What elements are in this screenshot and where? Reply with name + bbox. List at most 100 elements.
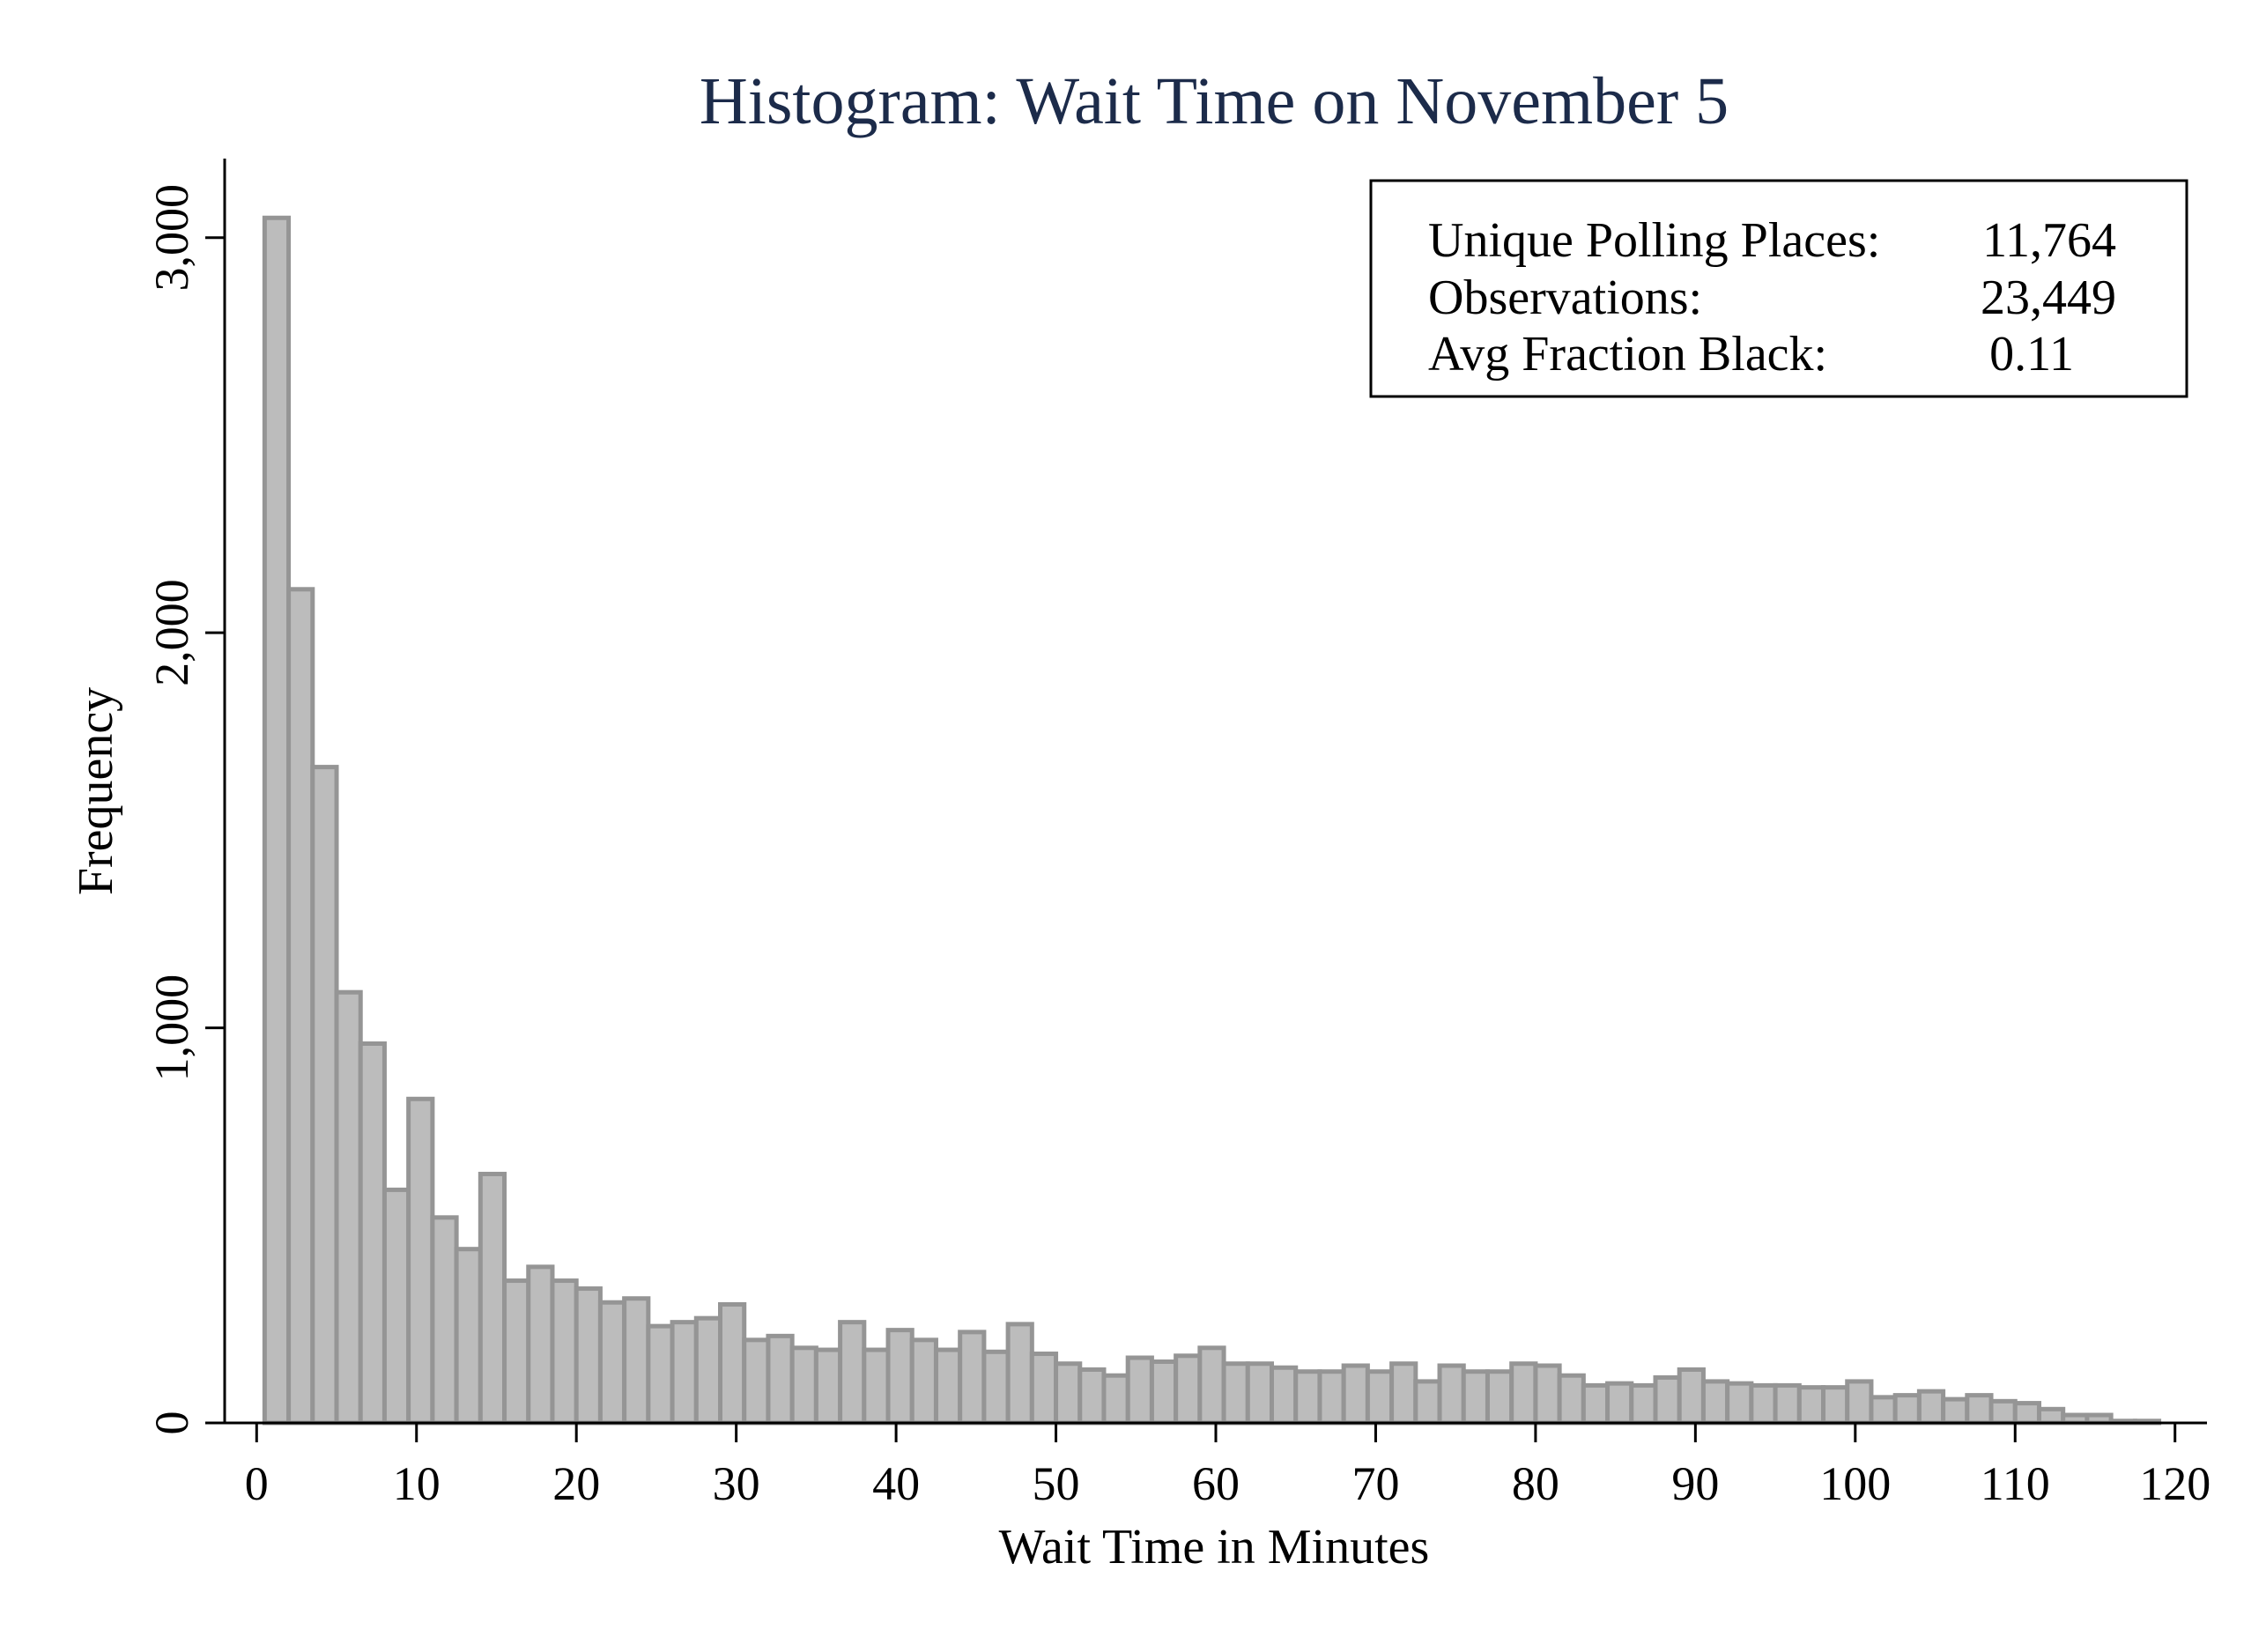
x-tick-label: 70: [1351, 1457, 1399, 1510]
histogram-bar: [1629, 1382, 1658, 1426]
x-tick-label: 0: [245, 1457, 269, 1510]
histogram-bar: [1054, 1361, 1083, 1426]
y-axis-ticks: 0 1,000 2,000 3,000: [145, 184, 225, 1435]
histogram-bar: [310, 765, 339, 1426]
histogram-bar: [1557, 1373, 1586, 1426]
y-tick-label: 0: [145, 1411, 198, 1435]
histogram-bar: [813, 1347, 843, 1426]
histogram-bar: [1293, 1369, 1322, 1426]
histogram-bar: [1365, 1369, 1395, 1426]
x-tick-label: 120: [2139, 1457, 2210, 1510]
x-tick-label: 60: [1192, 1457, 1240, 1510]
histogram-bar: [1916, 1389, 1946, 1426]
histogram-bar: [334, 989, 363, 1426]
x-tick-label: 50: [1033, 1457, 1080, 1510]
histogram-bar: [1821, 1385, 1850, 1426]
histogram-bar: [1197, 1345, 1226, 1426]
histogram-bar: [1581, 1382, 1611, 1426]
histogram-bar: [526, 1264, 555, 1426]
stat-value-polling-places: 11,764: [1982, 213, 2116, 268]
x-tick-label: 80: [1512, 1457, 1559, 1510]
stats-box: Unique Polling Places: 11,764 Observatio…: [1369, 179, 2188, 398]
histogram-bar: [1725, 1381, 1754, 1426]
histogram-bar: [454, 1247, 483, 1426]
y-tick-label: 2,000: [145, 579, 198, 686]
x-tick-label: 90: [1671, 1457, 1719, 1510]
stat-value-observations: 23,449: [1981, 270, 2116, 325]
histogram-bar: [789, 1345, 818, 1426]
stat-label-polling-places: Unique Polling Places:: [1428, 213, 1880, 268]
histogram-bar: [766, 1333, 795, 1426]
histogram-bar: [1773, 1382, 1802, 1426]
histogram-bar: [358, 1041, 387, 1426]
x-axis-title: Wait Time in Minutes: [999, 1520, 1430, 1574]
histogram-bar: [646, 1323, 675, 1426]
histogram-bar: [862, 1347, 891, 1426]
x-tick-label: 40: [872, 1457, 920, 1510]
histogram-bar: [1101, 1373, 1130, 1426]
histogram-bar: [1700, 1379, 1730, 1426]
histogram-bar: [1533, 1363, 1562, 1426]
histogram-bar: [550, 1278, 579, 1426]
x-axis-ticks: 0 10 20 30 40 50 60 70 80 90 100 110 120: [245, 1423, 2210, 1510]
histogram-bar: [1749, 1382, 1778, 1426]
histogram-bar: [1965, 1393, 1994, 1426]
histogram-bar: [885, 1328, 915, 1426]
histogram-bar: [286, 587, 315, 1426]
stat-value-avg-fraction-black: 0.11: [1989, 327, 2074, 382]
stat-label-avg-fraction-black: Avg Fraction Black:: [1428, 327, 1827, 382]
histogram-bar: [2036, 1406, 2066, 1426]
histogram-bar: [2012, 1401, 2041, 1426]
histogram-bar: [933, 1347, 963, 1426]
histogram-bar: [1988, 1398, 2018, 1426]
histogram-bar: [1605, 1381, 1634, 1426]
histogram-bar: [597, 1300, 627, 1426]
histogram-bar: [670, 1320, 699, 1426]
histogram-bar: [1389, 1361, 1418, 1426]
x-tick-label: 10: [393, 1457, 441, 1510]
histogram-bar: [981, 1349, 1011, 1426]
x-tick-label: 30: [713, 1457, 760, 1510]
histogram-bar: [1125, 1355, 1154, 1426]
histogram-bar: [1796, 1385, 1826, 1426]
histogram-bar: [622, 1296, 651, 1426]
histogram-bar: [1485, 1369, 1514, 1426]
histogram-bar: [1869, 1395, 1898, 1426]
histogram-bar: [1509, 1361, 1538, 1426]
histogram-bar: [693, 1315, 723, 1426]
histogram-bar: [574, 1286, 603, 1426]
y-tick-label: 1,000: [145, 974, 198, 1082]
histogram-bar: [1174, 1353, 1203, 1426]
histogram-bar: [1413, 1379, 1442, 1426]
chart-title: Histogram: Wait Time on November 5: [700, 64, 1729, 138]
stat-label-observations: Observations:: [1428, 270, 1702, 325]
histogram-bar: [958, 1330, 987, 1426]
histogram-bar: [1677, 1367, 1706, 1426]
histogram-bar: [1437, 1363, 1466, 1426]
histogram-bar: [1077, 1367, 1107, 1426]
histogram-bar: [1317, 1369, 1346, 1426]
x-tick-label: 110: [1981, 1457, 2050, 1510]
histogram-bar: [909, 1337, 938, 1426]
histogram-bar: [1845, 1379, 1874, 1426]
histogram-bar: [1461, 1369, 1490, 1426]
histogram-bar: [430, 1215, 459, 1426]
y-axis-title: Frequency: [69, 687, 123, 895]
histogram-bar: [502, 1278, 531, 1426]
histogram-bar: [1149, 1359, 1179, 1426]
histogram-bar: [1245, 1361, 1275, 1426]
histogram-bar: [262, 215, 292, 1426]
histogram-bar: [1653, 1374, 1682, 1426]
histogram-bar: [1941, 1396, 1970, 1426]
x-tick-label: 20: [552, 1457, 600, 1510]
histogram-bar: [1892, 1393, 1922, 1426]
x-tick-label: 100: [1819, 1457, 1891, 1510]
histogram-bar: [1029, 1352, 1059, 1426]
histogram-bar: [1341, 1363, 1370, 1426]
histogram-bar: [1005, 1322, 1034, 1426]
histogram-bars: [262, 215, 2162, 1426]
histogram-bar: [742, 1337, 771, 1426]
histogram-bar: [1221, 1361, 1250, 1426]
